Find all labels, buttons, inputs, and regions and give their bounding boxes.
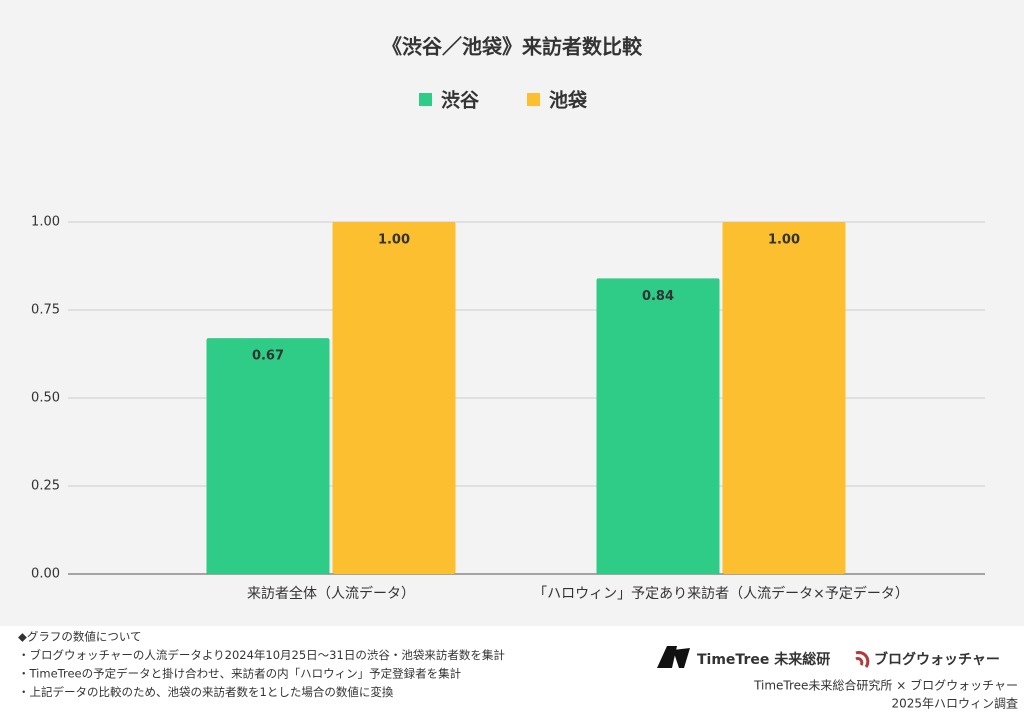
chart-title: 《渋谷／池袋》来訪者数比較 xyxy=(382,35,643,59)
chart-background xyxy=(0,0,1024,626)
legend-label: 池袋 xyxy=(549,89,588,112)
credit: 2025年ハロウィン調査 xyxy=(891,697,1018,711)
value-label: 1.00 xyxy=(768,233,800,248)
x-tick-label: 来訪者全体（人流データ） xyxy=(247,585,415,602)
y-tick-label: 0.25 xyxy=(31,479,60,494)
legend-label: 渋谷 xyxy=(441,89,480,112)
note: ・上記データの比較のため、池袋の来訪者数を1とした場合の数値に変換 xyxy=(18,685,394,699)
bar xyxy=(596,278,720,574)
y-tick-label: 1.00 xyxy=(31,215,60,230)
note: ・ブログウォッチャーの人流データより2024年10月25日～31日の渋谷・池袋来… xyxy=(18,648,505,662)
value-label: 0.84 xyxy=(642,289,674,304)
value-label: 0.67 xyxy=(252,349,284,364)
note: ◆グラフの数値について xyxy=(18,630,142,644)
y-tick-label: 0.50 xyxy=(31,391,60,406)
note: ・TimeTreeの予定データと掛け合わせ、来訪者の内「ハロウィン」予定登録者を… xyxy=(18,667,461,681)
logo-blogwatcher: ブログウォッチャー xyxy=(874,651,1000,668)
timetree-icon xyxy=(657,646,690,668)
logo-timetree: TimeTree 未来総研 xyxy=(697,651,830,668)
credit: TimeTree未来総合研究所 × ブログウォッチャー xyxy=(753,678,1018,693)
legend-swatch xyxy=(527,93,540,106)
bar xyxy=(332,222,456,574)
y-tick-label: 0.75 xyxy=(31,303,60,318)
x-tick-label: 「ハロウィン」予定あり来訪者（人流データ×予定データ） xyxy=(533,585,909,602)
bar xyxy=(206,338,330,574)
legend-swatch xyxy=(419,93,432,106)
y-tick-label: 0.00 xyxy=(31,567,60,582)
bar xyxy=(722,222,846,574)
blogwatcher-icon xyxy=(855,651,870,668)
value-label: 1.00 xyxy=(378,233,410,248)
